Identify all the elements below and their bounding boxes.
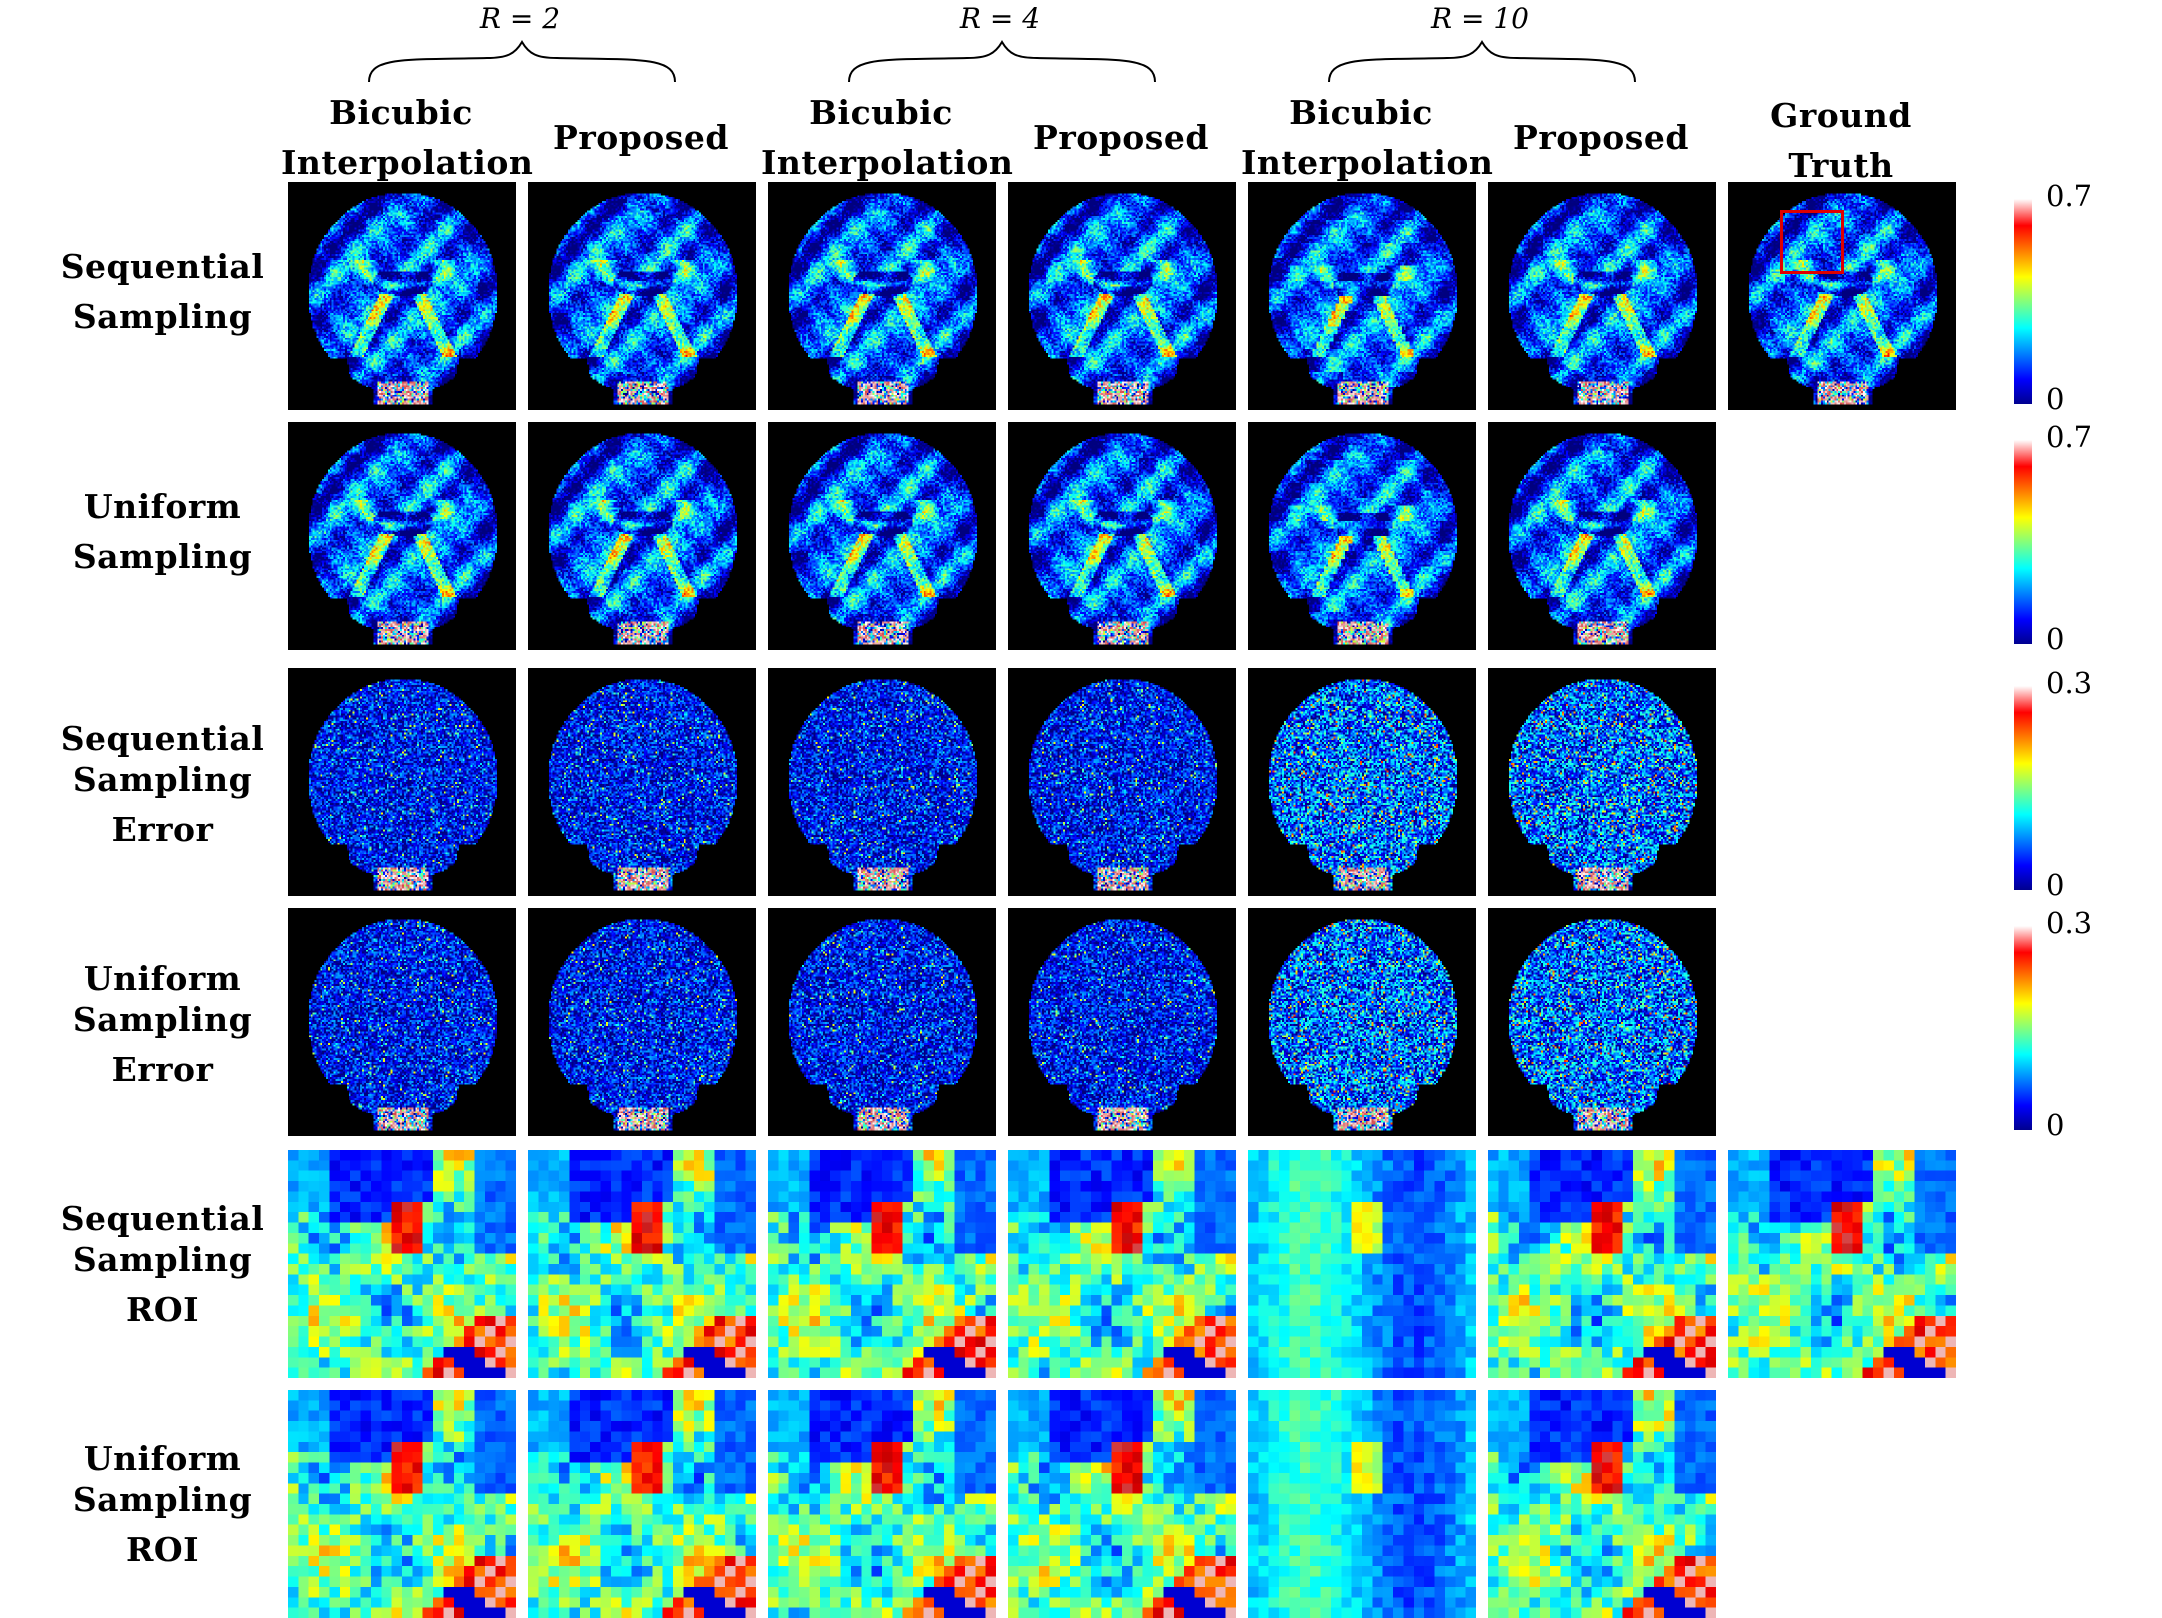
panel-uniform-roi-proposed-r10	[1488, 1390, 1716, 1618]
panel-sequential-error-bicubic-r2	[288, 668, 516, 896]
panel-sequential-roi-bicubic-r2	[288, 1150, 516, 1378]
panel-uniform-error-bicubic-r2	[288, 908, 516, 1136]
panel-uniform-roi-proposed-r4	[1008, 1390, 1236, 1618]
panel-sequential-sampling-bicubic-r2	[288, 182, 516, 410]
panel-uniform-roi-proposed-r2	[528, 1390, 756, 1618]
column-header-ground-truth: Ground Truth	[1770, 96, 1912, 185]
panel-sequential-roi-proposed-r10	[1488, 1150, 1716, 1378]
panel-sequential-sampling-proposed-r4	[1008, 182, 1236, 410]
roi-box-marker	[1780, 210, 1844, 274]
panel-uniform-sampling-proposed-r2	[528, 422, 756, 650]
panel-uniform-sampling-proposed-r10	[1488, 422, 1716, 650]
colorbar-1	[2014, 199, 2032, 404]
colorbar-3	[2014, 686, 2032, 890]
row-header-sequential-sampling-roi: Sequential Sampling ROI	[60, 1199, 265, 1329]
panel-uniform-sampling-bicubic-r4	[768, 422, 996, 650]
column-header-bicubic-r2: Bicubic Interpolation	[281, 93, 534, 182]
panel-sequential-sampling-ground-truth	[1728, 182, 1956, 410]
panel-uniform-error-bicubic-r10	[1248, 908, 1476, 1136]
panel-uniform-roi-bicubic-r10	[1248, 1390, 1476, 1618]
panel-uniform-roi-bicubic-r4	[768, 1390, 996, 1618]
column-header-proposed-r10: Proposed	[1513, 118, 1689, 157]
colorbar-1-max-label: 0.7	[2046, 179, 2093, 213]
panel-sequential-sampling-bicubic-r10	[1248, 182, 1476, 410]
row-header-sequential-sampling: Sequential Sampling	[60, 247, 265, 336]
row-header-uniform-sampling: Uniform Sampling	[72, 487, 253, 576]
brace-r10	[1328, 40, 1636, 83]
panel-uniform-error-bicubic-r4	[768, 908, 996, 1136]
row-header-sequential-sampling-error: Sequential Sampling Error	[60, 719, 265, 849]
column-header-bicubic-r10: Bicubic Interpolation	[1241, 93, 1494, 182]
panel-sequential-error-proposed-r10	[1488, 668, 1716, 896]
panel-uniform-sampling-bicubic-r2	[288, 422, 516, 650]
colorbar-4-max-label: 0.3	[2046, 906, 2093, 940]
panel-sequential-error-bicubic-r4	[768, 668, 996, 896]
panel-uniform-roi-bicubic-r2	[288, 1390, 516, 1618]
group-label-r4: R = 4	[959, 2, 1041, 35]
row-header-uniform-sampling-roi: Uniform Sampling ROI	[72, 1439, 253, 1569]
panel-sequential-sampling-proposed-r2	[528, 182, 756, 410]
brace-r2	[368, 40, 676, 83]
row-header-uniform-sampling-error: Uniform Sampling Error	[72, 959, 253, 1089]
panel-uniform-sampling-bicubic-r10	[1248, 422, 1476, 650]
panel-sequential-roi-bicubic-r10	[1248, 1150, 1476, 1378]
panel-sequential-roi-proposed-r4	[1008, 1150, 1236, 1378]
panel-uniform-sampling-proposed-r4	[1008, 422, 1236, 650]
group-label-r10: R = 10	[1431, 2, 1529, 35]
group-label-r2: R = 2	[479, 2, 561, 35]
colorbar-2-max-label: 0.7	[2046, 420, 2093, 454]
panel-sequential-error-bicubic-r10	[1248, 668, 1476, 896]
panel-uniform-error-proposed-r4	[1008, 908, 1236, 1136]
panel-sequential-roi-proposed-r2	[528, 1150, 756, 1378]
panel-sequential-roi-ground-truth	[1728, 1150, 1956, 1378]
panel-sequential-sampling-bicubic-r4	[768, 182, 996, 410]
panel-uniform-error-proposed-r10	[1488, 908, 1716, 1136]
column-header-proposed-r4: Proposed	[1033, 118, 1209, 157]
colorbar-2-min-label: 0	[2046, 622, 2065, 656]
panel-sequential-roi-bicubic-r4	[768, 1150, 996, 1378]
panel-sequential-error-proposed-r4	[1008, 668, 1236, 896]
colorbar-3-max-label: 0.3	[2046, 666, 2093, 700]
colorbar-4	[2014, 926, 2032, 1130]
panel-uniform-error-proposed-r2	[528, 908, 756, 1136]
colorbar-1-min-label: 0	[2046, 382, 2065, 416]
colorbar-2	[2014, 440, 2032, 644]
panel-sequential-sampling-proposed-r10	[1488, 182, 1716, 410]
column-header-bicubic-r4: Bicubic Interpolation	[761, 93, 1014, 182]
colorbar-3-min-label: 0	[2046, 868, 2065, 902]
column-header-proposed-r2: Proposed	[553, 118, 729, 157]
panel-sequential-error-proposed-r2	[528, 668, 756, 896]
brace-r4	[848, 40, 1156, 83]
colorbar-4-min-label: 0	[2046, 1108, 2065, 1142]
